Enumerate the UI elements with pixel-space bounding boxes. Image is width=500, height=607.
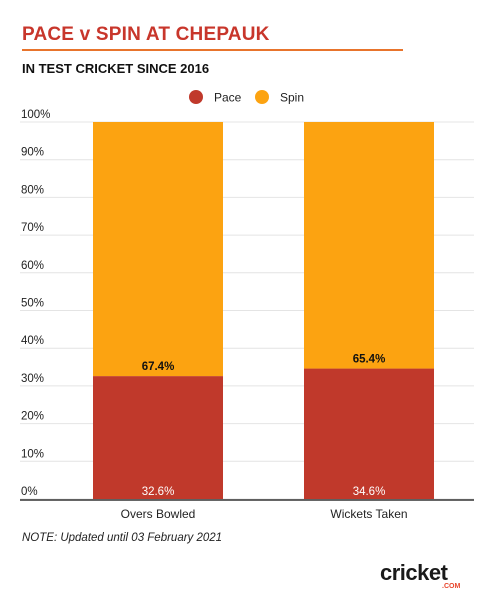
chart-title: PACE v SPIN AT CHEPAUK	[22, 24, 270, 45]
data-label-pace: 34.6%	[353, 486, 386, 498]
x-category-label: Wickets Taken	[330, 507, 407, 520]
y-tick-label: 70%	[21, 222, 44, 234]
data-label-pace: 32.6%	[142, 486, 175, 498]
y-tick-label: 40%	[21, 335, 44, 347]
legend-swatch-pace	[189, 90, 203, 104]
y-tick-label: 50%	[21, 298, 44, 310]
cricket-com-logo: cricket .COM	[380, 560, 475, 594]
title-underline	[22, 49, 403, 51]
logo-main-text: cricket	[380, 560, 448, 585]
legend-swatch-spin	[255, 90, 269, 104]
y-tick-label: 10%	[21, 448, 44, 460]
logo-sub-text: .COM	[442, 583, 461, 590]
legend-label-pace: Pace	[214, 91, 242, 105]
bar-pace-wickets-taken	[304, 368, 434, 499]
data-label-spin: 65.4%	[353, 354, 386, 366]
y-tick-label: 60%	[21, 260, 44, 272]
y-tick-label: 20%	[21, 411, 44, 423]
x-category-label: Overs Bowled	[121, 507, 196, 520]
bar-spin-wickets-taken	[304, 122, 434, 369]
footnote: NOTE: Updated until 03 February 2021	[22, 532, 223, 544]
chart-subtitle: IN TEST CRICKET SINCE 2016	[22, 61, 210, 76]
legend-label-spin: Spin	[280, 91, 304, 105]
y-tick-label: 80%	[21, 184, 44, 196]
bar-pace-overs-bowled	[93, 376, 223, 499]
y-tick-label: 0%	[21, 486, 38, 498]
stacked-bar-chart: Pace Spin 0% 10% 20% 30% 40% 50% 60% 70% 80% 90% 100…	[20, 90, 474, 520]
y-tick-label: 100%	[21, 109, 50, 121]
bar-spin-overs-bowled	[93, 122, 223, 377]
y-tick-label: 30%	[21, 373, 44, 385]
y-tick-label: 90%	[21, 147, 44, 159]
logo-wordmark: cricket	[380, 560, 448, 586]
data-label-spin: 67.4%	[142, 361, 175, 373]
